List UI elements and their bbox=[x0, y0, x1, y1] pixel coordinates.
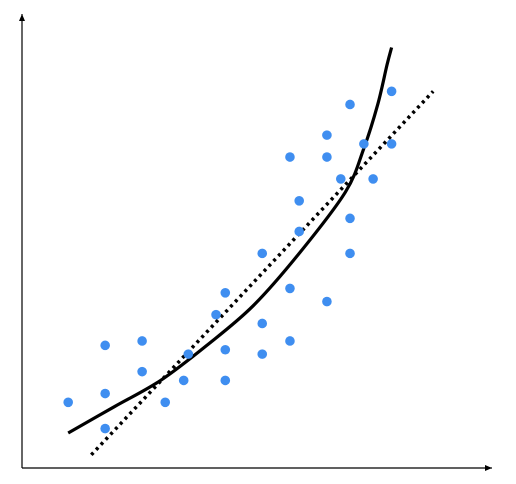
scatter-point bbox=[63, 397, 73, 408]
curve-layer bbox=[67, 47, 394, 435]
fit-curve bbox=[67, 47, 394, 435]
scatter-point bbox=[322, 130, 332, 140]
scatter-point bbox=[100, 423, 110, 434]
scatter-point bbox=[220, 344, 231, 355]
scatter-point bbox=[294, 196, 305, 206]
scatter-point bbox=[100, 340, 110, 351]
scatter-point bbox=[183, 349, 194, 359]
scatter-point bbox=[386, 139, 397, 149]
scatter-point bbox=[220, 375, 231, 386]
scatter-point bbox=[285, 152, 295, 162]
scatter-point bbox=[257, 318, 268, 329]
scatter-point bbox=[220, 288, 231, 298]
scatter-point bbox=[285, 283, 295, 294]
scatter-point bbox=[137, 336, 147, 346]
scatter-point bbox=[335, 174, 346, 184]
scatter-point bbox=[345, 213, 355, 224]
scatter-point bbox=[322, 152, 332, 162]
scatter-point bbox=[257, 248, 268, 259]
scatter-point bbox=[345, 99, 355, 110]
scatter-point bbox=[368, 174, 378, 184]
scatter-point bbox=[359, 139, 369, 149]
scatter-point bbox=[345, 248, 355, 259]
scatter-point bbox=[100, 388, 110, 399]
scatter-point bbox=[137, 366, 147, 377]
scatter-point bbox=[160, 397, 171, 408]
scatter-point bbox=[294, 226, 305, 237]
trend-layer bbox=[90, 90, 435, 457]
scatter-point bbox=[178, 375, 189, 386]
scatter-point bbox=[285, 336, 295, 346]
scatter-point bbox=[257, 349, 268, 359]
trend-line bbox=[90, 90, 435, 457]
scatter-point bbox=[322, 296, 332, 307]
axes bbox=[19, 14, 492, 471]
scatter-point bbox=[211, 309, 221, 320]
scatter-point bbox=[386, 86, 397, 97]
points-layer bbox=[63, 86, 397, 434]
